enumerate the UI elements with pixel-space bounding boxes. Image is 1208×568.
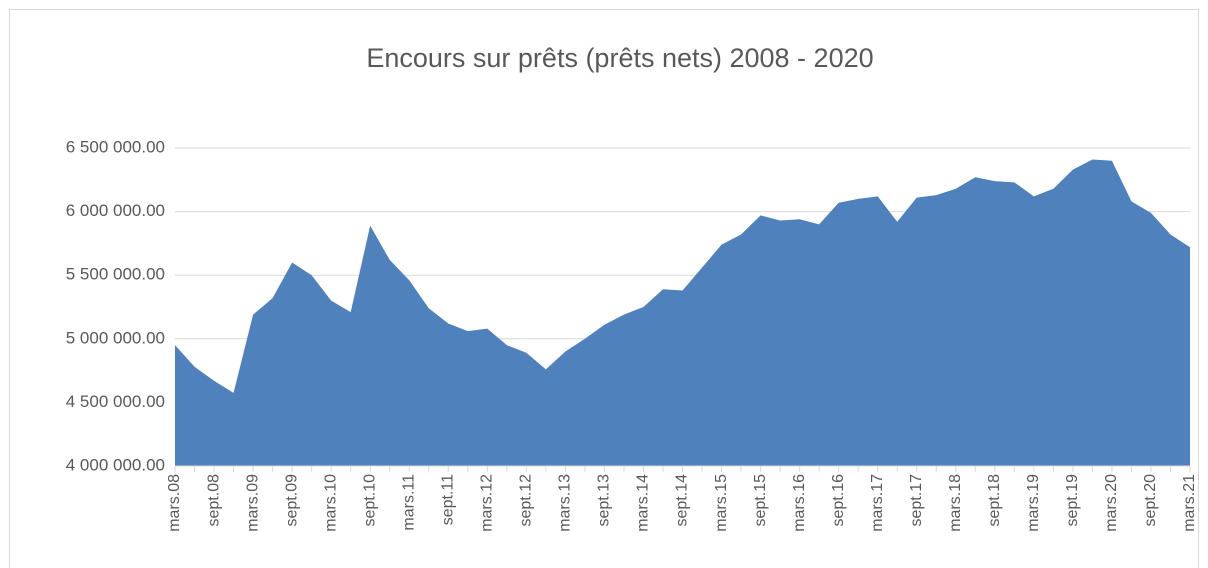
x-tick-label: mars.21 [1181,474,1198,532]
x-tick-label: sept.11 [439,474,456,525]
x-tick-label: sept.10 [361,474,378,527]
x-tick-label: mars.20 [1103,474,1120,532]
x-tick-label: mars.10 [322,474,339,532]
x-tick-label: mars.15 [713,474,730,532]
x-tick-label: sept.19 [1064,474,1081,527]
y-tick-label: 4 000 000.00 [66,455,165,474]
y-tick-label: 5 000 000.00 [66,328,165,347]
x-tick-label: mars.12 [479,474,496,532]
x-tick-label: sept.18 [986,474,1003,527]
x-tick-label: sept.09 [283,474,300,527]
x-tick-label: sept.14 [674,474,691,527]
x-tick-label: sept.13 [596,474,613,527]
x-tick-label: mars.14 [635,474,652,532]
area [175,159,1190,466]
y-tick-label: 4 500 000.00 [66,392,165,411]
x-tick-label: sept.08 [205,474,222,527]
x-tick-label: sept.20 [1142,474,1159,527]
x-tick-label: mars.08 [166,474,183,532]
x-tick-label: mars.13 [557,474,574,532]
x-tick-label: sept.16 [830,474,847,527]
x-tick-label: sept.17 [908,474,925,527]
x-tick-label: mars.17 [869,474,886,532]
x-tick-label: mars.18 [947,474,964,532]
chart-title: Encours sur prêts (prêts nets) 2008 - 20… [366,43,873,73]
x-tick-label: mars.09 [244,474,261,532]
y-tick-label: 5 500 000.00 [66,265,165,284]
x-tick-label: mars.19 [1025,474,1042,532]
x-tick-label: sept.12 [518,474,535,527]
y-tick-label: 6 000 000.00 [66,201,165,220]
x-tick-label: mars.16 [791,474,808,532]
y-tick-label: 6 500 000.00 [66,137,165,156]
x-tick-label: sept.15 [752,474,769,527]
x-tick-label: mars.11 [400,474,417,531]
